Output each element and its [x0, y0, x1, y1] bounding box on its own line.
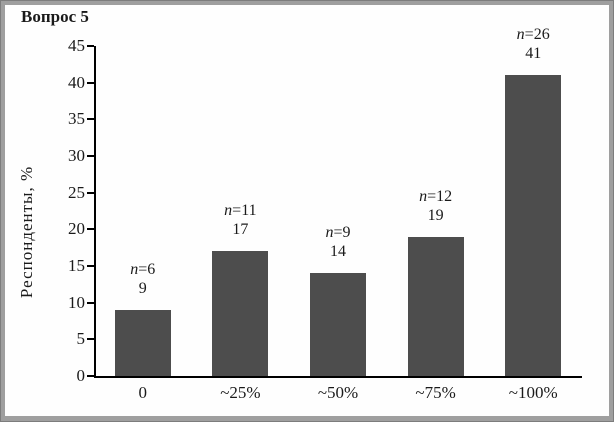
x-tick-label: ~100% — [508, 383, 558, 402]
y-tick-mark — [87, 81, 94, 84]
y-tick-label: 30 — [68, 146, 85, 165]
bar-value-label: n=6 9 — [130, 261, 156, 297]
y-tick-label: 40 — [68, 72, 85, 92]
y-tick-mark — [87, 228, 94, 231]
y-tick-mark — [87, 375, 94, 377]
y-tick-mark — [87, 155, 94, 157]
y-tick-mark — [87, 191, 94, 194]
bar-value-label: n=11 17 — [224, 202, 257, 239]
y-tick-label: 15 — [68, 256, 85, 275]
y-tick-mark — [87, 301, 94, 304]
y-axis-line — [94, 46, 96, 378]
bar — [114, 310, 171, 376]
y-tick-label: 0 — [76, 366, 86, 385]
x-tick-label: ~50% — [317, 383, 359, 402]
bar — [310, 273, 366, 376]
bar-value-label: n=26 41 — [516, 26, 550, 63]
y-tick-mark — [87, 45, 94, 47]
y-axis-label: Респонденты, % — [17, 165, 36, 299]
y-tick-label: 10 — [68, 292, 85, 312]
y-tick-label: 25 — [68, 182, 85, 202]
bar — [505, 75, 562, 376]
bar — [212, 251, 269, 376]
y-tick-label: 45 — [68, 36, 85, 55]
y-tick-mark — [87, 338, 94, 341]
y-tick-label: 5 — [76, 329, 86, 349]
chart-title: Вопрос 5 — [21, 7, 89, 26]
bar-value-label: n=12 19 — [419, 187, 453, 224]
y-tick-mark — [87, 118, 94, 121]
y-tick-label: 35 — [68, 109, 85, 129]
y-tick-mark — [87, 265, 94, 267]
x-tick-label: 0 — [138, 383, 148, 402]
x-tick-label: ~75% — [415, 383, 456, 402]
bar-value-label: n=9 14 — [325, 224, 351, 261]
x-axis-line — [94, 376, 582, 378]
y-tick-label: 20 — [68, 219, 85, 239]
bar — [407, 236, 464, 376]
x-tick-label: ~25% — [220, 383, 261, 402]
